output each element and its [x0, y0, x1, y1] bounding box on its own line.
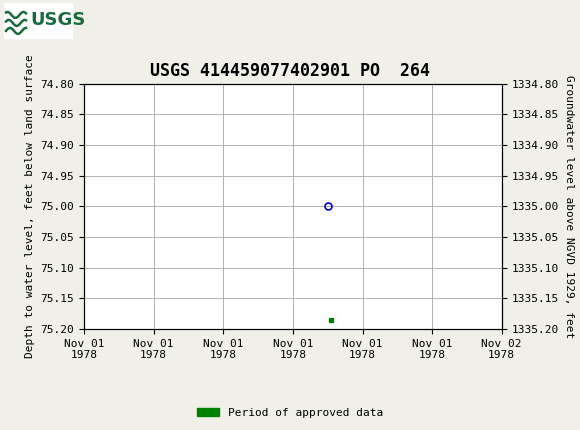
Bar	[4, 3, 72, 38]
Y-axis label: Depth to water level, feet below land surface: Depth to water level, feet below land su…	[25, 55, 35, 358]
Text: USGS: USGS	[30, 12, 85, 29]
Legend: Period of approved data: Period of approved data	[193, 403, 387, 422]
Y-axis label: Groundwater level above NGVD 1929, feet: Groundwater level above NGVD 1929, feet	[564, 75, 574, 338]
Text: USGS 414459077402901 PO  264: USGS 414459077402901 PO 264	[150, 61, 430, 80]
